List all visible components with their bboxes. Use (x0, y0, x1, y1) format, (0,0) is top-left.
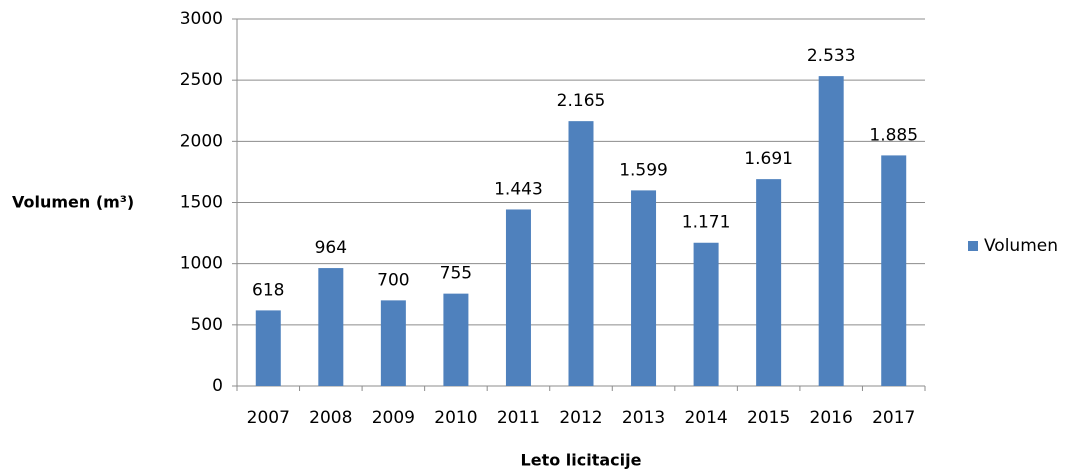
data-label: 1.171 (682, 213, 731, 233)
data-label: 1.443 (494, 179, 543, 199)
data-label: 1.691 (744, 149, 793, 169)
y-tick-label: 2000 (180, 131, 223, 151)
x-tick-label: 2011 (497, 408, 540, 428)
data-label: 2.533 (807, 46, 856, 66)
bar (568, 121, 594, 387)
bar (693, 242, 719, 386)
bar (818, 76, 844, 386)
bar (756, 179, 782, 386)
y-tick-label: 500 (191, 315, 223, 335)
x-tick-label: 2008 (309, 408, 352, 428)
legend-label: Volumen (984, 236, 1058, 256)
data-label: 618 (252, 280, 284, 300)
data-label: 755 (440, 264, 472, 284)
data-label: 964 (315, 238, 347, 258)
data-label: 2.165 (557, 91, 606, 111)
data-label: 1.885 (869, 125, 918, 145)
bar (255, 310, 281, 386)
x-tick-label: 2017 (872, 408, 915, 428)
data-label: 700 (377, 270, 409, 290)
bar (380, 300, 406, 386)
bar (631, 190, 657, 386)
x-tick-label: 2009 (372, 408, 415, 428)
bar (881, 155, 907, 386)
bar (443, 293, 469, 386)
x-tick-label: 2007 (247, 408, 290, 428)
y-tick-label: 1500 (180, 193, 223, 213)
y-axis-label: Volumen (m³) (12, 193, 134, 212)
y-tick-label: 0 (212, 376, 223, 396)
y-tick-label: 1000 (180, 254, 223, 274)
data-label: 1.599 (619, 160, 668, 180)
x-tick-label: 2016 (810, 408, 853, 428)
x-tick-label: 2013 (622, 408, 665, 428)
x-tick-label: 2010 (434, 408, 477, 428)
bar (505, 209, 531, 386)
x-tick-label: 2012 (559, 408, 602, 428)
x-tick-label: 2014 (684, 408, 727, 428)
x-axis-label: Leto licitacije (521, 451, 642, 470)
y-tick-label: 2500 (180, 70, 223, 90)
legend-swatch (968, 241, 978, 251)
x-tick-label: 2015 (747, 408, 790, 428)
y-tick-label: 3000 (180, 9, 223, 29)
bar (318, 268, 344, 386)
